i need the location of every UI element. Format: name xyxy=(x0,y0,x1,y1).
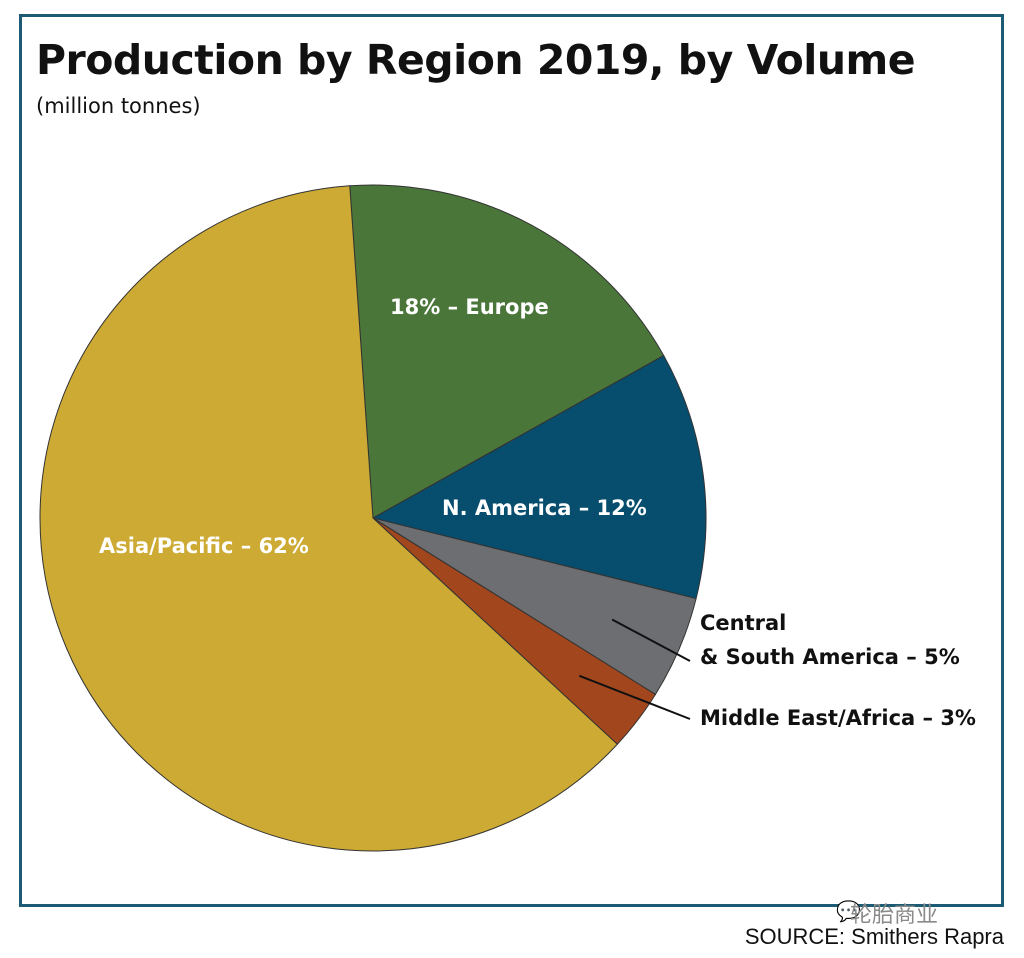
pie-slice-n-america xyxy=(371,354,707,600)
leader-line-central-south-america xyxy=(611,618,691,662)
slice-label-middle-east-africa: Middle East/Africa – 3% xyxy=(700,706,976,730)
chart-title: Production by Region 2019, by Volume xyxy=(36,36,916,84)
watermark: 轮胎商业 xyxy=(850,903,939,928)
slice-label-north-america: N. America – 12% xyxy=(442,496,647,520)
slice-label-central-south-america-line2: & South America – 5% xyxy=(700,645,960,669)
chat-bubble-icon: 💬 xyxy=(836,899,861,923)
pie-slice-asia-pacific xyxy=(39,185,619,852)
slice-label-central-south-america-line1: Central xyxy=(700,611,787,635)
chart-subtitle: (million tonnes) xyxy=(36,94,201,118)
slice-label-europe: 18% – Europe xyxy=(390,295,549,319)
pie-slice-europe xyxy=(349,184,665,519)
source-note: SOURCE: Smithers Rapra xyxy=(744,924,1004,949)
leader-line-middle-east-africa xyxy=(578,674,691,720)
slice-label-asia-pacific: Asia/Pacific – 62% xyxy=(99,534,309,558)
